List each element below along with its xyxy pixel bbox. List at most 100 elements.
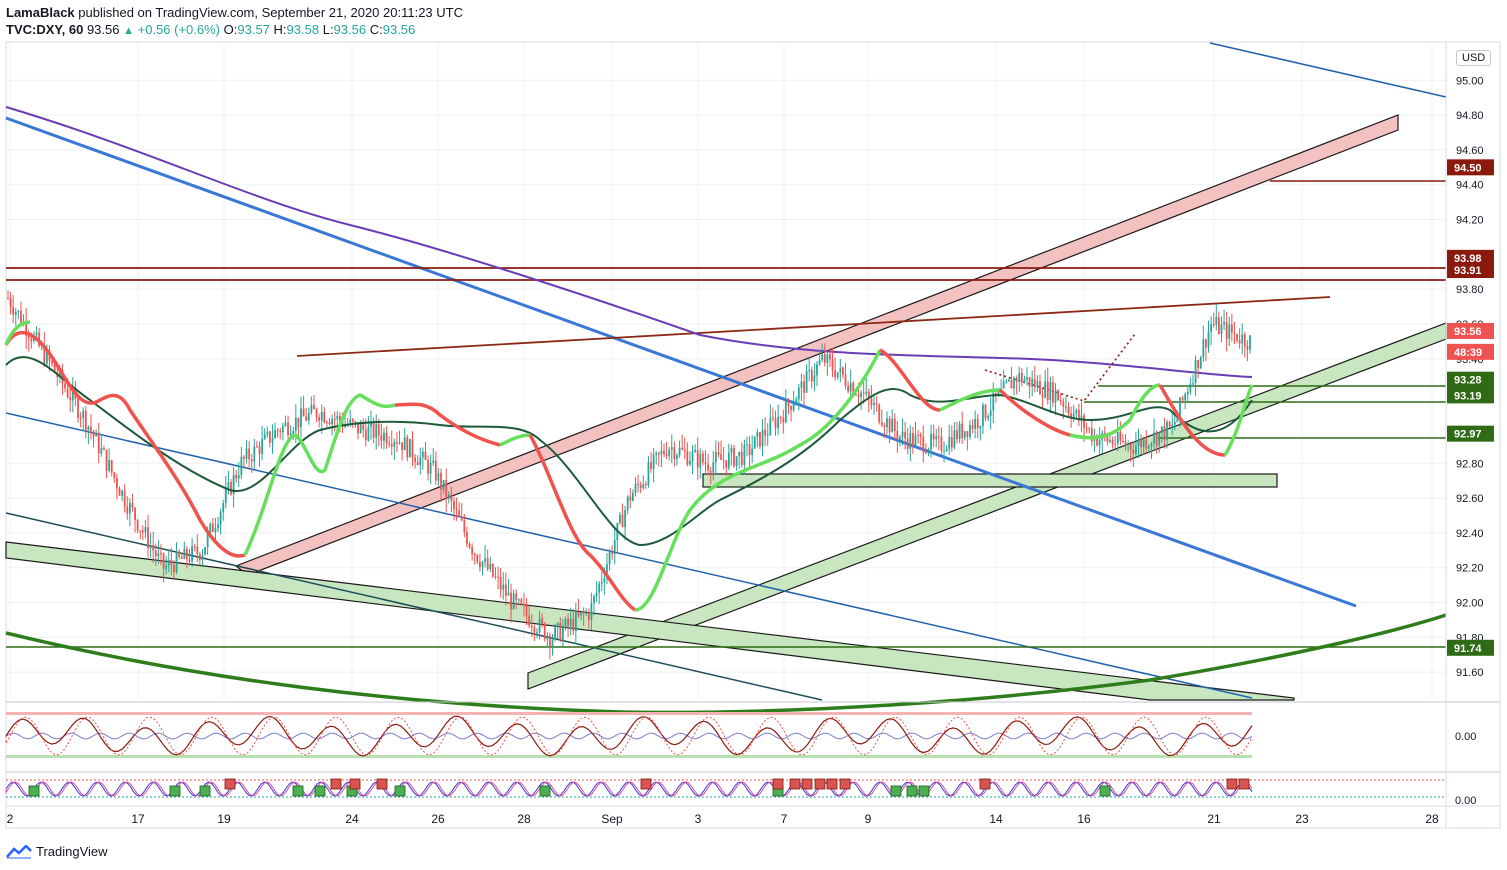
candle-body [58,369,61,378]
candle-body [517,599,520,601]
candle-body [561,627,564,641]
candle-body [961,423,964,438]
candle-body [362,424,365,430]
symbol-label[interactable]: TVC:DXY, 60 [6,22,84,37]
candle-body [919,434,922,437]
candle-body [367,426,370,441]
candle-body [1090,428,1093,442]
candle-body [336,415,339,420]
candle-body [1158,432,1161,446]
candle-body [1220,324,1223,334]
candle-body [738,451,741,457]
bull-signal-marker [28,785,40,797]
candle-body [149,545,152,549]
candle-body [699,453,702,468]
candle-body [1171,424,1174,427]
candle-body [691,451,694,461]
candle-body [136,520,139,531]
bear-signal-marker [826,778,838,790]
publisher-name[interactable]: LamaBlack [6,5,75,20]
candle-body [681,447,684,450]
candle-body [896,430,899,440]
blue-trendline[interactable] [5,116,1357,608]
fast-ma-red-4 [879,348,941,412]
osc2-zero-label: 0.00 [1455,795,1476,807]
y-tick-label: 93.80 [1456,284,1484,296]
candle-body [258,446,261,455]
candle-body [201,554,204,560]
close-value: 93.56 [382,22,416,37]
candle-body [162,553,165,569]
candle-body [989,410,992,417]
candle-body [139,530,142,532]
candle-body [857,394,860,398]
candle-body [854,394,857,396]
candle-body [740,451,743,465]
candle-body [966,431,969,437]
price-label-box [1447,262,1494,279]
candle-body [1163,426,1166,440]
candle-body [30,338,33,342]
bear-signal-marker [1238,778,1250,790]
close-label: C: [369,22,383,37]
osc2-signal [5,781,1253,797]
candle-body [865,391,868,394]
candle-body [587,612,590,620]
candle-body [637,483,639,485]
candle-body [992,392,995,411]
candle-body [1173,422,1176,425]
currency-badge[interactable]: USD [1456,50,1492,66]
candle-body [611,552,614,555]
candle-body [906,438,909,449]
candle-body [1007,379,1010,382]
price-label: 91.74 [1454,643,1482,655]
candle-body [914,434,917,446]
candle-body [917,434,920,436]
green-channel-down[interactable] [5,541,1295,701]
candle-body [842,367,844,375]
candle-body [810,370,813,382]
chart-header-line2: TVC:DXY, 60 93.56 ▲ +0.56 (+0.6%) O:93.5… [6,22,415,37]
x-tick-label: 9 [865,812,872,826]
candle-body [1005,381,1008,383]
footer-brand[interactable]: TradingView [6,844,108,859]
candle-body [1054,390,1057,403]
candle-body [1168,422,1171,427]
candle-body [559,623,562,641]
candle-body [634,483,637,494]
candle-body [839,367,842,373]
chart-frame [5,41,1501,829]
candle-body [460,516,463,521]
teal-trendline[interactable] [5,512,823,701]
resistance-line[interactable] [296,296,1331,357]
candle-body [1246,346,1249,350]
candle-body [606,564,608,579]
candle-body [165,565,168,569]
candle-body [647,462,650,486]
candle-body [66,388,69,398]
candle-body [250,459,253,462]
candle-body [1230,324,1233,333]
candle-body [963,431,966,438]
candle-body [1067,406,1070,414]
support-box[interactable] [702,473,1278,488]
bear-signal-marker [772,778,784,790]
candle-body [979,426,982,429]
bull-signal-marker [918,785,930,797]
bull-signal-marker [906,785,918,797]
candle-body [1142,439,1145,448]
candle-body [473,553,476,555]
price-label: 93.28 [1454,375,1482,387]
candle-body [1228,324,1231,339]
candle-body [406,437,409,458]
open-label: O: [223,22,238,37]
candle-body [1109,440,1111,442]
blue-trendline-thin[interactable] [5,412,1253,699]
candle-body [554,627,557,640]
candle-body [131,502,134,508]
trendline-top[interactable] [1209,42,1447,98]
candle-body [572,618,575,632]
candle-body [284,422,287,426]
candle-body [204,547,206,555]
